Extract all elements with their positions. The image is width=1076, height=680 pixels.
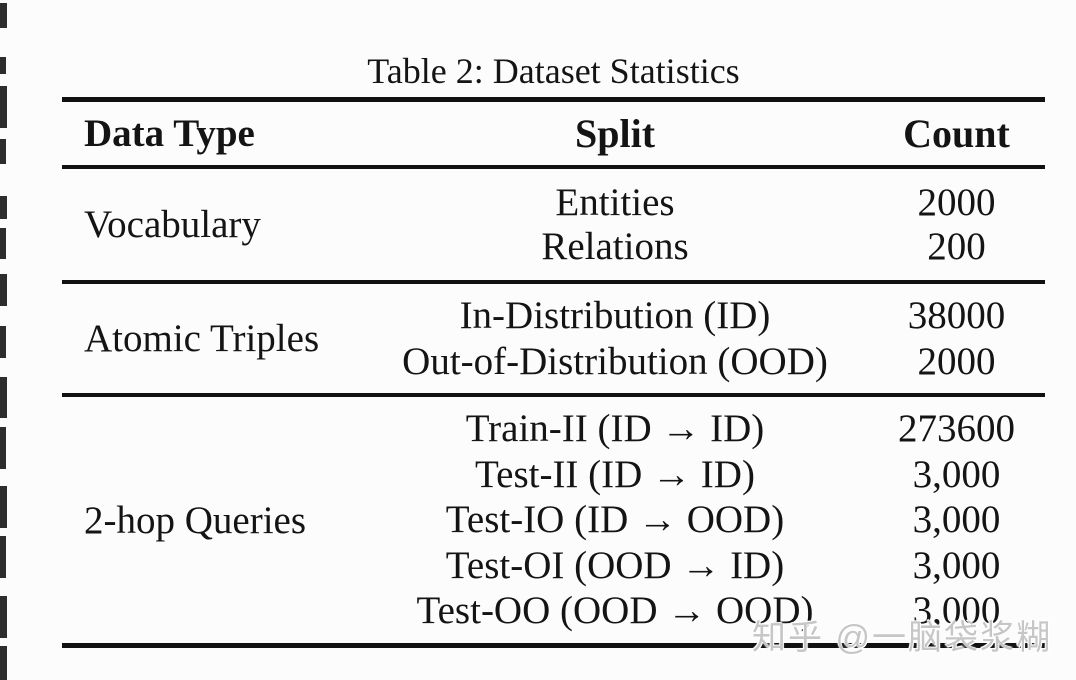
section-2hop-queries: 2-hop Queries Train-II (ID → ID) Test-II… [62, 397, 1045, 643]
count-cell: 2000 [917, 180, 996, 224]
edge-mark [0, 427, 6, 469]
count-cell: 200 [927, 224, 986, 268]
count-cell: 273600 [898, 407, 1015, 451]
column-header-data-type: Data Type [84, 111, 255, 155]
split-cell: Test-OO (OOD → OOD) [416, 589, 814, 633]
zhihu-watermark: 知乎 @一脑袋浆糊 [752, 619, 1052, 657]
edge-mark [0, 274, 7, 306]
edge-mark [0, 326, 6, 358]
edge-mark [0, 486, 7, 528]
edge-mark [0, 646, 7, 680]
edge-mark [0, 57, 6, 74]
data-type-cell: Vocabulary [84, 203, 261, 246]
section-vocabulary: Vocabulary Entities Relations 2000 200 [62, 169, 1045, 280]
rule-section-divider [62, 280, 1045, 284]
split-cell: In-Distribution (ID) [459, 293, 771, 337]
data-type-cell: Atomic Triples [84, 317, 320, 360]
column-header-split: Split [574, 110, 656, 156]
section-atomic-triples: Atomic Triples In-Distribution (ID) Out-… [62, 284, 1045, 393]
split-cell: Entities [555, 180, 675, 224]
count-cell: 3,000 [912, 452, 1001, 496]
edge-mark [0, 377, 7, 418]
rule-below-header [62, 165, 1045, 169]
table-caption: Table 2: Dataset Statistics [367, 51, 740, 91]
edge-mark [0, 536, 6, 578]
split-cell: Train-II (ID → ID) [465, 407, 765, 451]
edge-mark [0, 596, 7, 638]
table-header-row: Data Type Split Count [62, 103, 1045, 163]
rule-section-divider [62, 393, 1045, 397]
edge-mark [0, 86, 7, 128]
rule-top [62, 97, 1045, 102]
count-cell: 3,000 [912, 589, 1001, 633]
split-cell: Relations [541, 224, 689, 268]
rule-bottom [62, 643, 1045, 648]
count-cell: 2000 [917, 339, 996, 383]
count-cell: 3,000 [912, 543, 1001, 587]
edge-mark [0, 228, 6, 259]
split-cell: Test-IO (ID → OOD) [445, 498, 785, 542]
split-cell: Out-of-Distribution (OOD) [402, 339, 828, 383]
count-cell: 38000 [907, 293, 1006, 337]
edge-mark [0, 196, 7, 219]
split-cell: Test-II (ID → ID) [475, 452, 755, 496]
edge-mark [0, 139, 6, 164]
data-type-cell: 2-hop Queries [84, 498, 307, 542]
column-header-count: Count [903, 110, 1010, 156]
count-cell: 3,000 [912, 498, 1001, 542]
edge-mark [0, 3, 7, 28]
split-cell: Test-OI (OOD → ID) [445, 543, 785, 587]
